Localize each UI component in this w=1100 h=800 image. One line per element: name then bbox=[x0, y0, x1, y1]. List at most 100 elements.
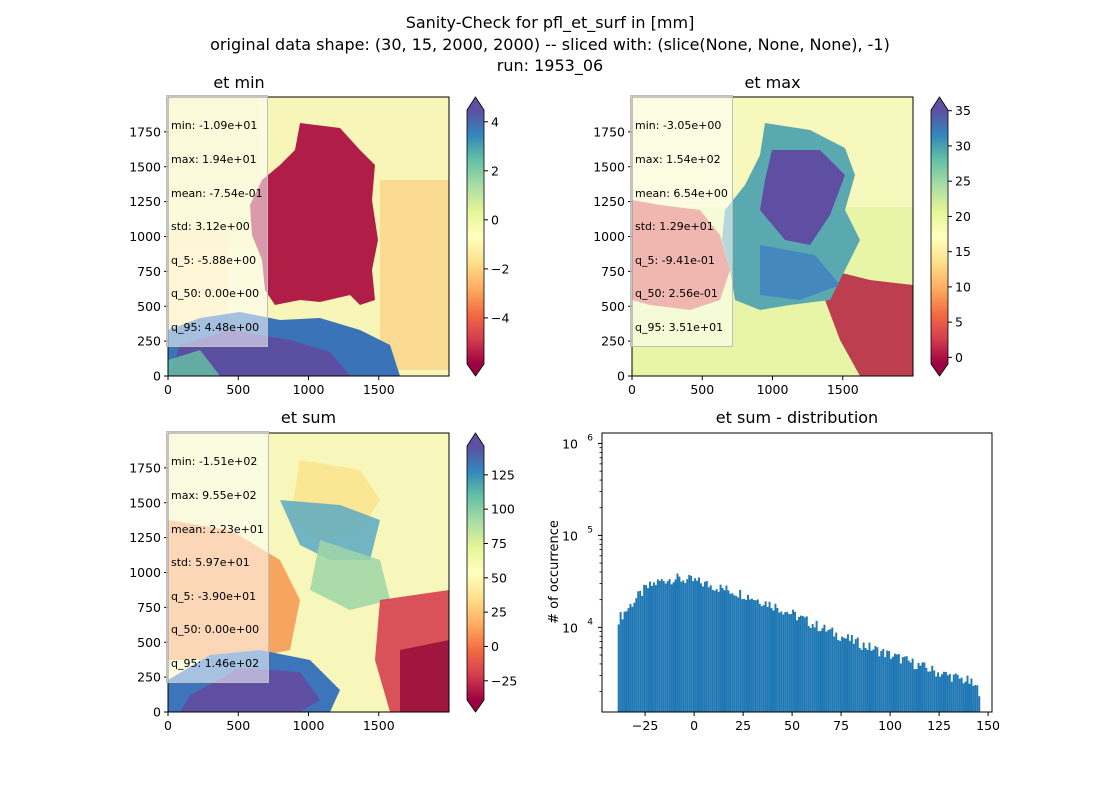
histogram-bar bbox=[958, 678, 961, 712]
colorbar-tick-label: 50 bbox=[491, 570, 507, 585]
colorbar-tick-label: 10 bbox=[955, 279, 971, 294]
histogram-bar bbox=[845, 638, 847, 712]
histogram-bar bbox=[870, 650, 873, 712]
histogram-bar bbox=[915, 669, 918, 712]
histogram-bar bbox=[674, 579, 677, 712]
histogram-bar bbox=[874, 646, 877, 712]
histogram-bar bbox=[895, 654, 898, 712]
histogram-bar bbox=[919, 665, 922, 712]
y-tick-label: 1250 bbox=[129, 194, 161, 209]
colorbar-tick-label: 2 bbox=[491, 163, 499, 178]
y-tick-label: 10 bbox=[562, 436, 578, 451]
colorbar-et-sum bbox=[466, 432, 485, 713]
histogram-bar bbox=[652, 582, 655, 712]
histogram-bar bbox=[805, 616, 808, 712]
histogram-bar bbox=[737, 597, 740, 712]
histogram-bar bbox=[723, 590, 726, 712]
histogram-bar bbox=[880, 650, 883, 712]
x-tick-label: 1000 bbox=[293, 382, 325, 397]
colorbar-tick-label: 0 bbox=[491, 212, 499, 227]
histogram-bar bbox=[872, 649, 875, 712]
y-tick-label: 750 bbox=[137, 600, 161, 615]
x-tick-label: 50 bbox=[784, 718, 800, 733]
histogram-bar bbox=[807, 625, 810, 712]
histogram-bar bbox=[701, 586, 704, 712]
histogram-bar bbox=[754, 600, 757, 712]
histogram-bar bbox=[641, 595, 644, 712]
y-tick-label: 1000 bbox=[129, 229, 161, 244]
histogram-bar bbox=[780, 611, 783, 712]
histogram-bar bbox=[821, 628, 824, 712]
y-tick-label: 750 bbox=[137, 264, 161, 279]
histogram-bar bbox=[752, 599, 755, 712]
histogram-bar bbox=[809, 627, 812, 712]
histogram-bar bbox=[892, 656, 895, 712]
stat-q5: q_5: -9.41e-01 bbox=[635, 253, 715, 267]
histogram-bar bbox=[760, 606, 763, 712]
stat-q50: q_50: 2.56e-01 bbox=[635, 287, 718, 301]
y-tick-label: 0 bbox=[153, 705, 161, 720]
histogram-bar bbox=[803, 617, 806, 712]
histogram-bar bbox=[841, 636, 844, 712]
x-tick-label: 0 bbox=[164, 382, 172, 397]
histogram-bar bbox=[684, 583, 687, 712]
histogram-bar bbox=[680, 581, 683, 712]
y-tick-label: 250 bbox=[137, 670, 161, 685]
histogram-bar bbox=[797, 616, 800, 712]
histogram-bar bbox=[666, 581, 669, 712]
histogram-bar bbox=[721, 587, 724, 712]
histogram-bar bbox=[894, 653, 896, 712]
histogram-bar bbox=[733, 595, 736, 712]
histogram-bar bbox=[762, 605, 765, 712]
histogram-bar bbox=[913, 669, 916, 712]
y-tick-label: 0 bbox=[153, 369, 161, 384]
histogram-bar bbox=[882, 648, 885, 712]
y-tick-label: 500 bbox=[137, 299, 161, 314]
histogram-bar bbox=[852, 643, 855, 712]
y-tick-label: 500 bbox=[137, 635, 161, 650]
histogram-bar bbox=[635, 598, 638, 712]
histogram-bar bbox=[925, 667, 928, 712]
histogram-bar bbox=[944, 672, 947, 712]
figure-title-line-3: run: 1953_06 bbox=[496, 56, 604, 75]
histogram-bar bbox=[937, 672, 940, 712]
histogram-bar bbox=[731, 593, 734, 712]
histogram-bar bbox=[658, 580, 661, 712]
histogram-bar bbox=[827, 629, 830, 712]
histogram-bar bbox=[748, 599, 751, 712]
histogram-bar bbox=[627, 608, 630, 712]
histogram-bar bbox=[813, 627, 816, 712]
histogram-bar bbox=[745, 599, 748, 712]
histogram-bar bbox=[625, 611, 628, 712]
panel-title-et-sum: et sum bbox=[280, 408, 337, 427]
stat-q50: q_50: 0.00e+00 bbox=[171, 287, 260, 301]
stat-max: max: 9.55e+02 bbox=[171, 489, 257, 503]
stat-std: std: 3.12e+00 bbox=[171, 220, 250, 234]
colorbar-tick-label: 125 bbox=[491, 467, 515, 482]
histogram-bar bbox=[860, 649, 863, 712]
histogram-bar bbox=[707, 587, 710, 712]
stat-q50: q_50: 0.00e+00 bbox=[171, 623, 260, 637]
colorbar-tick-label: −2 bbox=[491, 261, 509, 276]
y-tick-label: 1000 bbox=[593, 229, 625, 244]
colorbar-tick-label: 35 bbox=[955, 103, 971, 118]
histogram-bar bbox=[643, 584, 646, 712]
histogram-bar bbox=[843, 637, 846, 712]
stat-q5: q_5: -5.88e+00 bbox=[171, 253, 257, 267]
y-tick-label: 250 bbox=[601, 334, 625, 349]
stat-q95: q_95: 3.51e+01 bbox=[635, 321, 724, 335]
histogram-bar bbox=[621, 619, 624, 712]
x-tick-label: 0 bbox=[690, 718, 698, 733]
histogram-bar bbox=[735, 595, 738, 712]
histogram-bar bbox=[946, 675, 949, 712]
histogram-bar bbox=[705, 581, 708, 712]
x-tick-label: 1500 bbox=[363, 382, 395, 397]
histogram-bar bbox=[909, 662, 912, 712]
histogram-bar bbox=[672, 582, 675, 712]
x-tick-label: 500 bbox=[226, 718, 250, 733]
histogram-bar bbox=[968, 683, 971, 712]
histogram-bar bbox=[688, 574, 691, 712]
histogram-bar bbox=[715, 589, 718, 712]
histogram-bar bbox=[931, 665, 934, 712]
histogram-bar bbox=[866, 649, 869, 712]
